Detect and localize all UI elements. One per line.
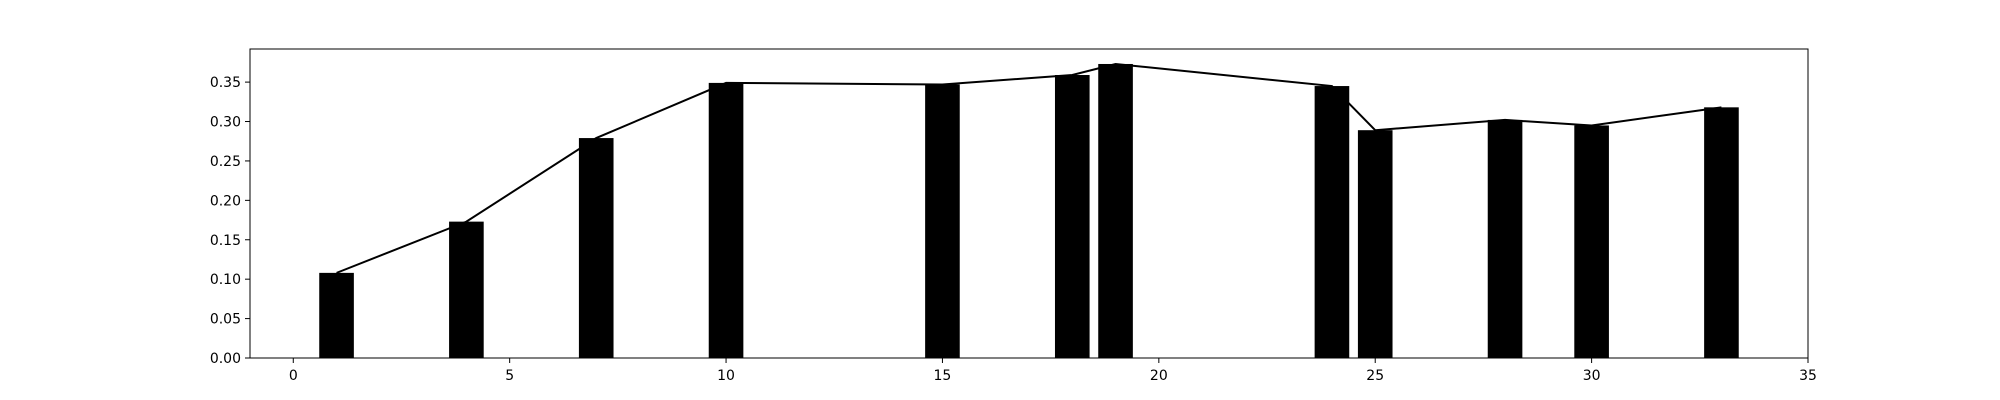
x-tick-label: 25	[1366, 368, 1384, 384]
trend-line	[336, 62, 1722, 274]
bars-group	[319, 63, 1739, 359]
axes-frame	[249, 48, 1809, 359]
bar-10	[708, 82, 744, 359]
y-tick-label: 0.25	[210, 154, 241, 170]
bar-18	[1054, 75, 1090, 358]
x-tick-label: 10	[717, 368, 735, 384]
y-axis-ticks: 0.00 0.05 0.10 0.15 0.20 0.25 0.30 0.35	[210, 75, 250, 367]
x-tick-label: 15	[934, 368, 952, 384]
bar-1	[319, 272, 354, 358]
bar-7	[578, 138, 614, 358]
x-tick-label: 0	[289, 368, 298, 384]
x-tick-label: 20	[1150, 368, 1168, 384]
y-tick-label: 0.10	[210, 272, 241, 288]
bar-24	[1314, 86, 1350, 359]
y-tick-label: 0.05	[210, 312, 241, 328]
x-tick-label: 5	[505, 368, 514, 384]
y-tick-label: 0.35	[210, 75, 241, 91]
trend-line-group	[336, 62, 1722, 274]
bar-30	[1574, 125, 1609, 359]
y-tick-label: 0.15	[210, 233, 241, 249]
bar-19	[1098, 63, 1133, 358]
bar-4	[449, 221, 484, 358]
bar-15	[925, 84, 960, 358]
bar-28	[1487, 119, 1523, 358]
x-tick-label: 30	[1583, 368, 1601, 384]
y-tick-label: 0.00	[210, 351, 241, 367]
y-tick-label: 0.30	[210, 115, 241, 131]
bar-25	[1357, 130, 1393, 358]
y-tick-label: 0.20	[210, 193, 241, 209]
x-axis-ticks: 0 5 10 15 20 25 30 35	[289, 358, 1817, 384]
x-tick-label: 35	[1799, 368, 1817, 384]
bar-33	[1704, 107, 1739, 358]
